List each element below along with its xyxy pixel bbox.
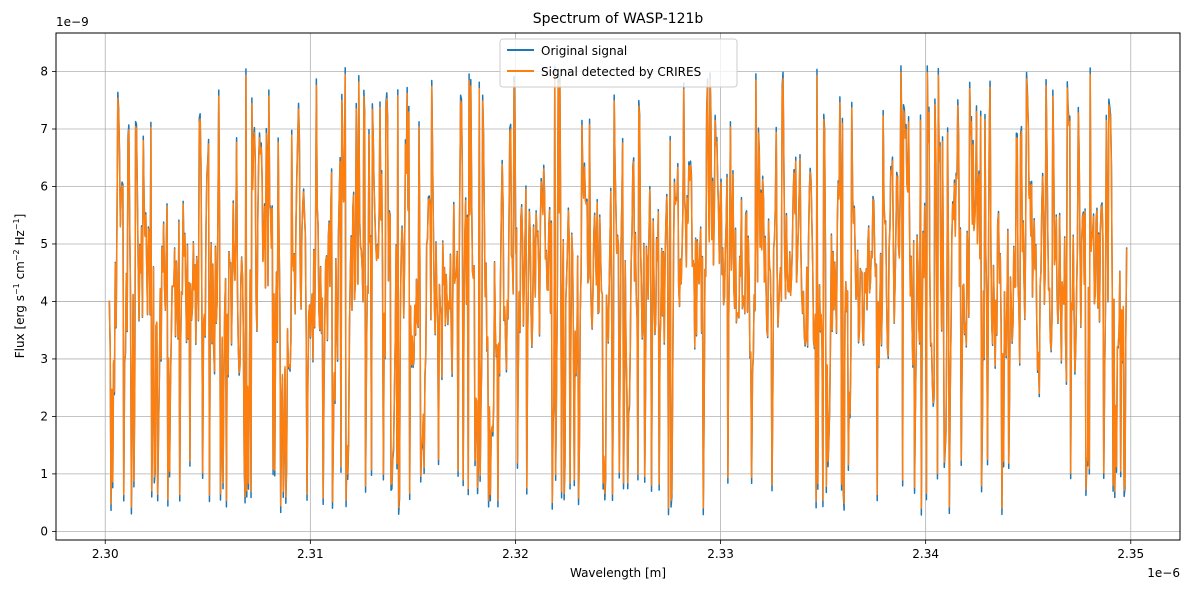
- x-axis-label: Wavelength [m]: [570, 566, 666, 580]
- y-label-part: ]: [13, 214, 27, 219]
- x-tick-label: 2.33: [707, 547, 734, 561]
- y-tick-label: 7: [40, 122, 48, 136]
- y-label-part: Hz: [13, 230, 27, 249]
- legend-box: [499, 38, 738, 88]
- y-axis-ticks: 0 1 2 3 4 5 6 7 8: [40, 65, 56, 538]
- y-label-exponent: −1: [12, 218, 21, 230]
- x-tick-label: 2.32: [502, 547, 529, 561]
- chart-title: Spectrum of WASP-121b: [533, 11, 704, 27]
- x-tick-label: 2.31: [297, 547, 324, 561]
- y-axis-label: Flux [erg s−1 cm−2 Hz−1]: [12, 214, 27, 359]
- y-tick-label: 2: [40, 409, 48, 423]
- y-label-part: Flux [erg s: [13, 295, 27, 358]
- y-label-exponent: −2: [12, 249, 21, 261]
- x-tick-label: 2.35: [1117, 547, 1144, 561]
- x-offset-label: 1e−6: [1147, 566, 1180, 580]
- y-tick-label: 0: [40, 524, 48, 538]
- y-tick-label: 3: [40, 352, 48, 366]
- y-tick-label: 6: [40, 179, 48, 193]
- x-tick-label: 2.30: [92, 547, 119, 561]
- legend-label-original: Original signal: [541, 44, 627, 58]
- y-tick-label: 4: [40, 294, 48, 308]
- series-layer: [108, 65, 1128, 516]
- y-tick-label: 1: [40, 467, 48, 481]
- legend: Original signal Signal detected by CRIRE…: [499, 38, 738, 88]
- x-tick-label: 2.34: [912, 547, 939, 561]
- y-offset-label: 1e−9: [56, 15, 89, 29]
- y-label-part: cm: [13, 261, 27, 283]
- x-axis-ticks: 2.30 2.31 2.32 2.33 2.34 2.35: [92, 540, 1144, 561]
- series-line-crires: [108, 71, 1128, 509]
- plot-frame: [55, 32, 1181, 541]
- legend-label-crires: Signal detected by CRIRES: [541, 65, 701, 79]
- y-tick-label: 8: [40, 65, 48, 79]
- y-tick-label: 5: [40, 237, 48, 251]
- y-label-exponent: −1: [12, 283, 21, 295]
